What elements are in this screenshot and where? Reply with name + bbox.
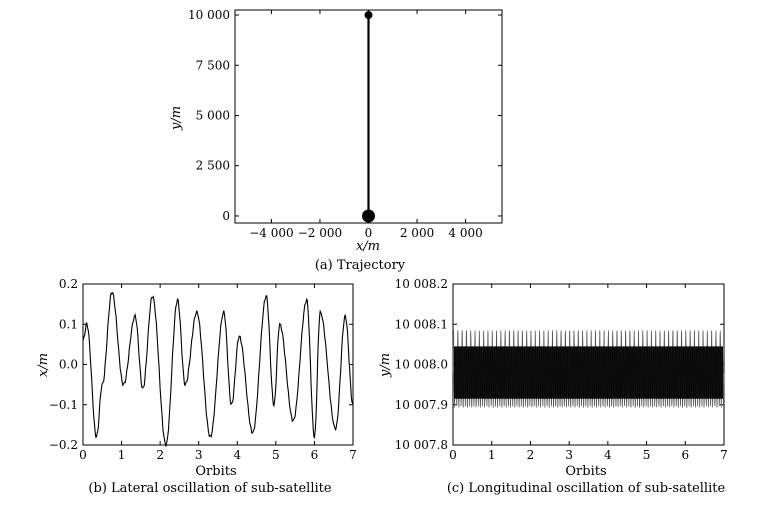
trajectory-xtick-label: 0 (365, 226, 373, 240)
trajectory-caption: (a) Trajectory (315, 258, 406, 273)
longitudinal-xtick-label: 7 (720, 448, 728, 462)
lateral-ytick-label: 0.1 (59, 317, 78, 331)
trajectory-ytick-label: 10 000 (188, 8, 230, 22)
trajectory-xtick-label: 2 000 (400, 226, 434, 240)
lateral-xtick-label: 5 (272, 448, 280, 462)
lateral-xtick-label: 2 (156, 448, 164, 462)
lateral-ticks: 0 1 2 3 4 5 6 7 −0.2 −0.1 0.0 0.1 0.2 (49, 277, 357, 462)
lateral-xtick-label: 4 (233, 448, 241, 462)
trajectory-ytick-label: 7 500 (196, 58, 230, 72)
longitudinal-ytick-label: 10 007.8 (395, 438, 448, 452)
lateral-ylabel: x/m (36, 353, 51, 377)
trajectory-panel: −4 000 −2 000 0 2 000 4 000 0 2 500 5 000 7 500 1… (169, 8, 503, 273)
trajectory-ytick-label: 5 000 (196, 108, 230, 122)
lateral-xtick-label: 3 (195, 448, 203, 462)
lateral-ytick-label: −0.2 (49, 438, 78, 452)
trajectory-xlabel: x/m (356, 239, 380, 254)
trajectory-ytick-label: 0 (222, 209, 230, 223)
lateral-xtick-label: 6 (311, 448, 319, 462)
lateral-ytick-label: 0.0 (59, 358, 78, 372)
longitudinal-caption: (c) Longitudinal oscillation of sub-sate… (447, 481, 726, 496)
trajectory-start-point (362, 209, 375, 223)
longitudinal-ticks: 0 1 2 3 4 5 6 7 10 007.8 10 007.9 10 008.0 10 008.1… (395, 277, 728, 462)
lateral-caption: (b) Lateral oscillation of sub-satellite (88, 481, 331, 496)
lateral-ytick-label: −0.1 (49, 398, 78, 412)
longitudinal-xtick-label: 6 (681, 448, 689, 462)
trajectory-xtick-label: −4 000 (249, 226, 293, 240)
trajectory-marks (362, 11, 375, 223)
lateral-xlabel: Orbits (195, 464, 236, 479)
longitudinal-ytick-label: 10 007.9 (395, 398, 448, 412)
longitudinal-xtick-label: 2 (527, 448, 535, 462)
lateral-xtick-label: 7 (349, 448, 357, 462)
longitudinal-ytick-label: 10 008.1 (395, 317, 448, 331)
trajectory-end-point (364, 11, 373, 20)
longitudinal-oscillation-panel: 0 1 2 3 4 5 6 7 10 007.8 10 007.9 10 008.0 10 008.1… (378, 277, 728, 496)
longitudinal-xtick-label: 3 (565, 448, 573, 462)
lateral-oscillation-line (82, 291, 354, 447)
trajectory-ticks: −4 000 −2 000 0 2 000 4 000 0 2 500 5 000 7 500 1… (188, 8, 502, 240)
longitudinal-xlabel: Orbits (565, 464, 606, 479)
longitudinal-xtick-label: 4 (604, 448, 612, 462)
longitudinal-marks (452, 329, 725, 409)
longitudinal-oscillation-core-band (454, 346, 723, 399)
longitudinal-ylabel: y/m (378, 353, 393, 378)
lateral-ytick-label: 0.2 (59, 277, 78, 291)
longitudinal-xtick-label: 5 (643, 448, 651, 462)
lateral-xtick-label: 1 (118, 448, 126, 462)
longitudinal-xtick-label: 0 (449, 448, 457, 462)
longitudinal-ytick-label: 10 008.0 (395, 358, 448, 372)
lateral-oscillation-panel: 0 1 2 3 4 5 6 7 −0.2 −0.1 0.0 0.1 0.2 Orbits x/m (b)… (36, 277, 357, 496)
trajectory-xtick-label: −2 000 (298, 226, 342, 240)
longitudinal-ytick-label: 10 008.2 (395, 277, 448, 291)
lateral-marks (82, 291, 354, 447)
trajectory-ylabel: y/m (169, 106, 184, 131)
lateral-xtick-label: 0 (79, 448, 87, 462)
longitudinal-xtick-label: 1 (488, 448, 496, 462)
trajectory-ytick-label: 2 500 (196, 159, 230, 173)
trajectory-xtick-label: 4 000 (448, 226, 482, 240)
